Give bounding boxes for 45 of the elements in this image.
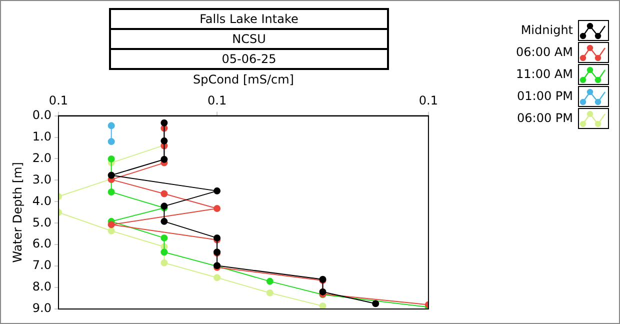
point bbox=[214, 187, 221, 194]
point bbox=[160, 137, 168, 144]
y-tick-label: 4.0 bbox=[32, 194, 52, 208]
point bbox=[108, 221, 115, 228]
point bbox=[160, 234, 168, 242]
text: 05-06-25 bbox=[109, 48, 389, 70]
y-tick-label: 0.0 bbox=[32, 108, 52, 122]
point bbox=[160, 248, 168, 256]
point bbox=[160, 190, 168, 198]
legend-label: 01:00 PM bbox=[517, 89, 573, 103]
y-tick-label: 3.0 bbox=[32, 172, 52, 186]
point bbox=[214, 274, 221, 282]
point bbox=[108, 188, 115, 196]
point bbox=[108, 227, 115, 234]
chart-subtitle: NCSU bbox=[109, 28, 389, 50]
x-tick-label: 0.1 bbox=[207, 94, 227, 108]
x-tick-label: 0.1 bbox=[418, 94, 438, 108]
point bbox=[266, 278, 274, 285]
x-tick-label: 0.1 bbox=[48, 94, 68, 108]
y-tick-label: 5.0 bbox=[32, 215, 52, 230]
point bbox=[108, 155, 115, 162]
legend-label: Midnight bbox=[520, 23, 573, 37]
legend-label: 06:00 PM bbox=[517, 111, 573, 125]
legend-label: 11:00 AM bbox=[516, 67, 573, 81]
y-tick-label: 6.0 bbox=[32, 236, 52, 251]
point bbox=[108, 122, 115, 130]
y-tick-label: 2.0 bbox=[32, 150, 52, 165]
point bbox=[160, 119, 168, 126]
point bbox=[319, 302, 326, 309]
point bbox=[214, 205, 221, 212]
y-axis-title: Water Depth [m] bbox=[10, 162, 24, 263]
y-tick-label: 9.0 bbox=[32, 301, 52, 316]
point bbox=[372, 300, 380, 308]
point bbox=[108, 172, 115, 179]
point bbox=[160, 156, 168, 163]
y-tick-label: 7.0 bbox=[32, 258, 52, 272]
y-tick-label: 8.0 bbox=[32, 280, 52, 294]
point bbox=[160, 259, 168, 266]
point bbox=[160, 218, 168, 225]
point bbox=[266, 289, 274, 296]
legend-label: 06:00 AM bbox=[516, 45, 573, 59]
point bbox=[108, 138, 115, 146]
y-tick-label: 1.0 bbox=[32, 129, 52, 144]
chart-title: Falls Lake Intake bbox=[109, 8, 389, 30]
x-axis-title: SpCond [mS/cm] bbox=[192, 72, 294, 86]
